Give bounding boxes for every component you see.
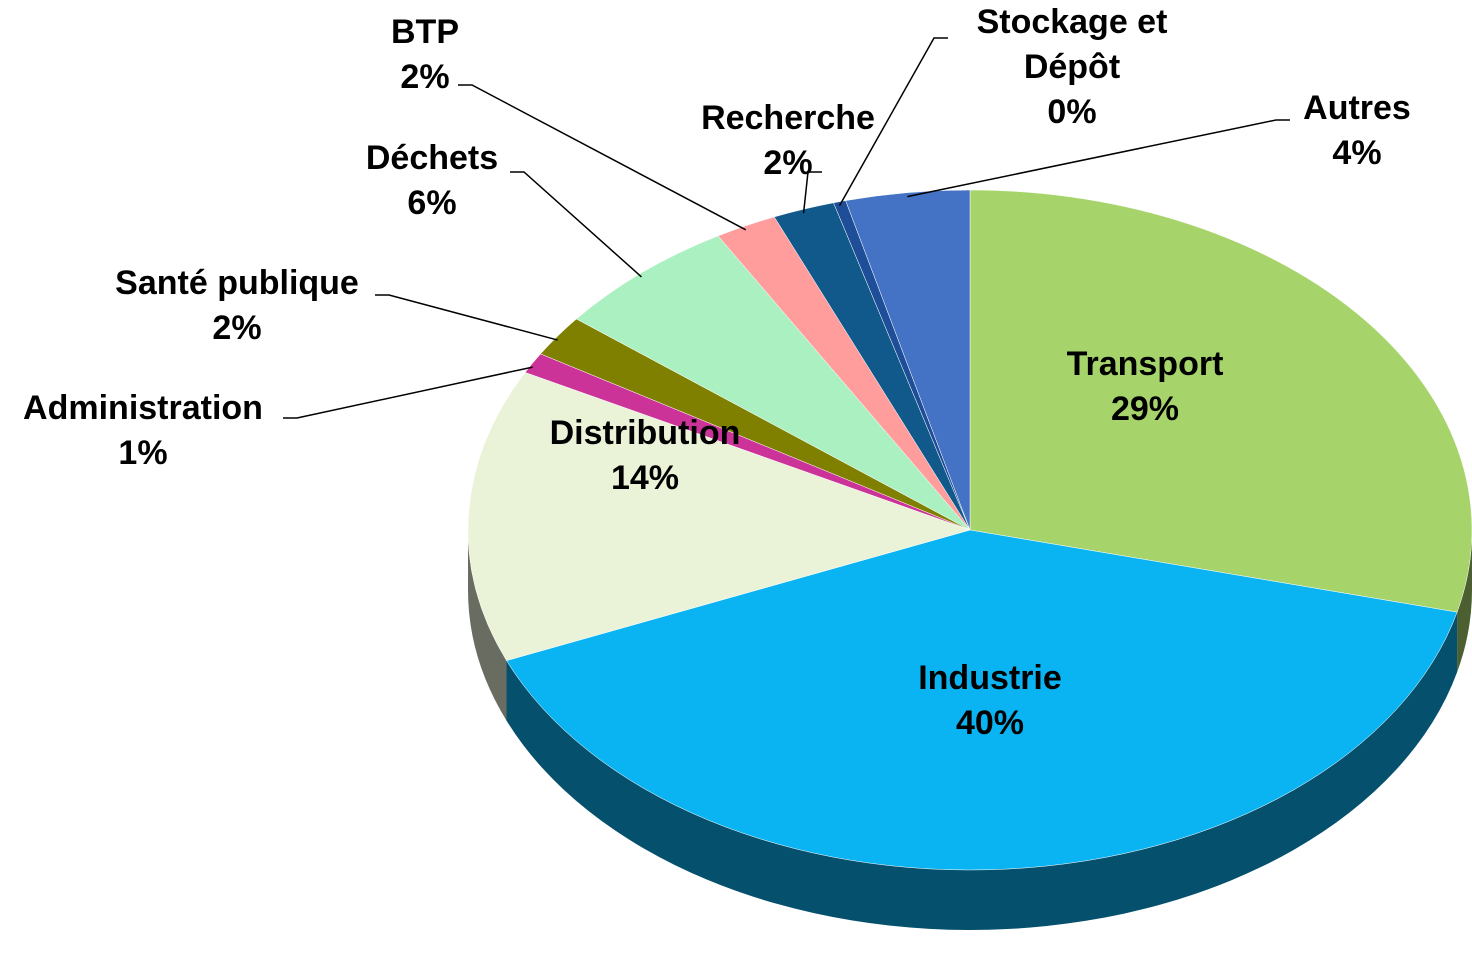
value-label: 14%: [610, 459, 680, 497]
category-label: Distribution: [549, 414, 741, 452]
pie-slice: [845, 189, 971, 531]
value-label: 2%: [763, 144, 813, 182]
category-label: Autres: [1303, 89, 1411, 127]
slice-label: Déchets 6%: [366, 136, 498, 226]
slice-label: Industrie 40%: [918, 656, 1062, 746]
category-label: Recherche: [701, 99, 875, 137]
slice-label: Distribution 14%: [550, 411, 741, 501]
slice-label: Santé publique 2%: [115, 261, 359, 351]
slice-label: Stockage et Dépôt 0%: [957, 0, 1187, 135]
category-label: Industrie: [918, 659, 1062, 697]
slice-label: BTP 2%: [391, 10, 459, 100]
pie-side: [1457, 530, 1472, 673]
value-label: 2%: [212, 309, 262, 347]
pie-side: [468, 530, 507, 721]
leader-line: [838, 37, 948, 207]
value-label: 0%: [1047, 93, 1097, 131]
pie-slice: [506, 529, 1458, 871]
slice-label: Recherche 2%: [701, 96, 875, 186]
value-label: 2%: [400, 58, 450, 96]
category-label: Santé publique: [115, 264, 359, 302]
value-label: 4%: [1332, 134, 1382, 172]
leader-line: [907, 119, 1290, 198]
slice-label: Administration 1%: [23, 386, 263, 476]
leader-line: [375, 294, 558, 341]
value-label: 40%: [955, 704, 1025, 742]
slice-label: Transport 29%: [1067, 342, 1224, 432]
value-label: 29%: [1110, 390, 1180, 428]
leader-line: [458, 84, 747, 231]
category-label: Administration: [23, 389, 263, 427]
category-label: BTP: [391, 13, 459, 51]
category-label: Transport: [1066, 345, 1224, 383]
leader-line: [283, 366, 533, 419]
category-label: Stockage et Dépôt: [976, 3, 1168, 86]
leader-line: [802, 171, 822, 214]
pie-side: [506, 612, 1458, 930]
value-label: 6%: [407, 184, 457, 222]
leader-line: [510, 171, 642, 278]
category-label: Déchets: [365, 139, 499, 177]
slice-label: Autres 4%: [1303, 86, 1411, 176]
value-label: 1%: [118, 434, 168, 472]
pie-slice: [575, 235, 971, 531]
pie-slice: [467, 372, 971, 661]
